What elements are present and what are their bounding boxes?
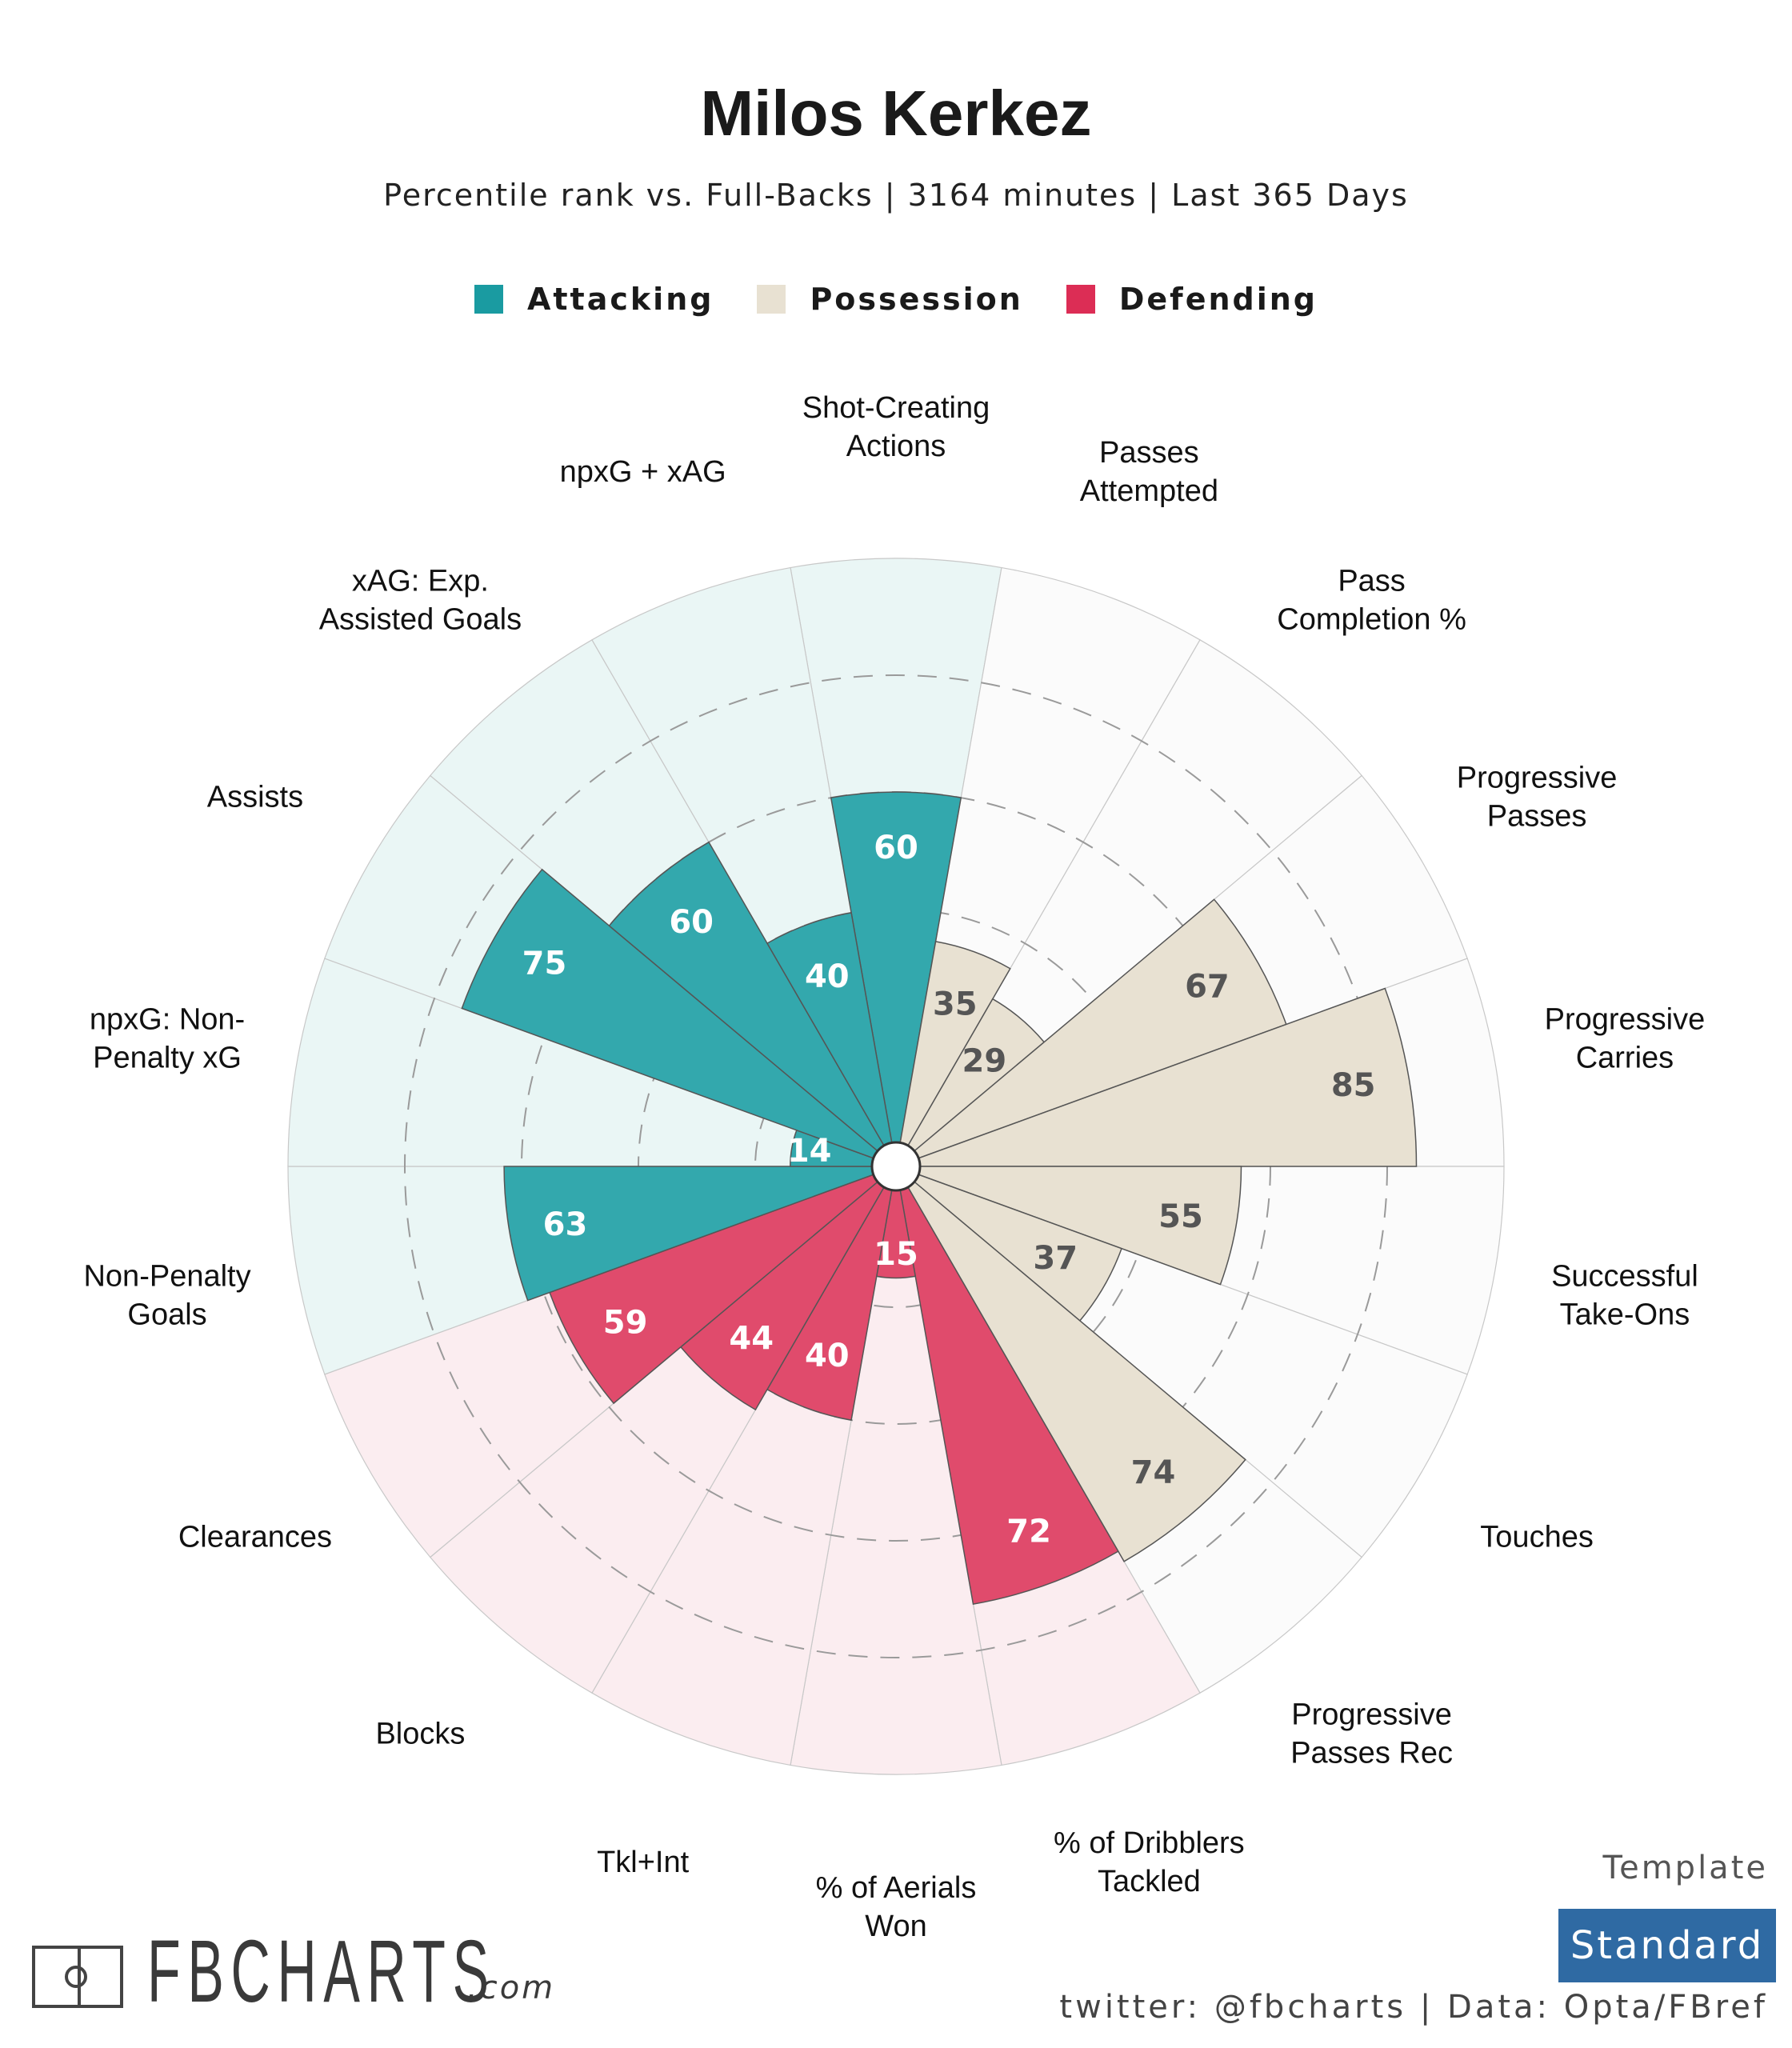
logo-suffix: .com [467,1970,556,2006]
value-label-of-dribblers-tackled: 72 [1006,1513,1051,1550]
value-label-progressive-carries: 85 [1331,1067,1376,1104]
axis-label-npxg-non-penalty-xg: npxG: Non-Penalty xG [90,1002,245,1074]
value-label-passes-attempted: 35 [933,986,978,1022]
value-label-npxg-xag: 40 [805,958,850,995]
legend-item-attacking: Attacking [474,282,714,317]
axis-label-npxg-xag: npxG + xAG [560,455,726,489]
legend: Attacking Possession Defending [0,282,1792,317]
pitch-icon [32,1946,123,2008]
value-label-assists: 75 [522,945,567,982]
value-label-tkl-int: 40 [805,1338,850,1374]
value-label-progressive-passes: 67 [1185,968,1230,1005]
value-label-successful-take-ons: 55 [1158,1198,1203,1235]
axis-label-of-aerials-won: % of Aerials Won [816,1871,977,1943]
legend-swatch-attacking [474,285,503,314]
fbcharts-logo: FBCHARTS .com [32,1922,556,2021]
template-badge: Standard [1558,1909,1776,1982]
axis-label-successful-take-ons: Successful Take-Ons [1551,1260,1698,1332]
value-label-touches: 37 [1033,1240,1078,1277]
axis-label-passes-attempted: Passes Attempted [1080,436,1218,508]
axis-label-shot-creating-actions: Shot-Creating Actions [802,391,990,463]
axis-label-xag-exp-assisted-goals: xAG: Exp. Assisted Goals [319,564,522,636]
legend-label-possession: Possession [810,282,1023,317]
axis-label-pass-completion: Pass Completion % [1277,564,1466,636]
legend-label-defending: Defending [1118,282,1318,317]
value-label-shot-creating-actions: 60 [874,830,918,866]
axis-label-assists: Assists [207,781,303,814]
axis-label-progressive-passes: Progressive Passes [1457,762,1618,834]
legend-item-defending: Defending [1066,282,1318,317]
legend-item-possession: Possession [757,282,1022,317]
axis-label-progressive-passes-rec: Progressive Passes Rec [1290,1698,1453,1770]
axis-label-progressive-carries: Progressive Carries [1545,1002,1706,1074]
value-label-pass-completion: 29 [962,1042,1007,1079]
legend-swatch-possession [757,285,786,314]
axis-label-touches: Touches [1480,1521,1594,1554]
legend-swatch-defending [1066,285,1095,314]
value-label-clearances: 59 [603,1304,648,1341]
axis-label-clearances: Clearances [178,1521,332,1554]
template-label: Template [1602,1850,1768,1886]
value-label-npxg-non-penalty-xg: 14 [787,1133,832,1170]
axis-label-tkl-int: Tkl+Int [597,1846,690,1879]
value-label-progressive-passes-rec: 74 [1131,1454,1176,1491]
value-label-of-aerials-won: 15 [874,1236,918,1273]
chart-subtitle: Percentile rank vs. Full-Backs | 3164 mi… [383,178,1409,213]
axis-label-blocks: Blocks [375,1718,465,1751]
legend-label-attacking: Attacking [526,282,714,317]
chart-title: Milos Kerkez [700,78,1092,149]
value-label-non-penalty-goals: 63 [543,1206,588,1243]
value-label-blocks: 44 [729,1320,774,1357]
axis-label-of-dribblers-tackled: % of Dribblers Tackled [1054,1826,1245,1898]
axis-label-non-penalty-goals: Non-Penalty Goals [83,1260,250,1332]
value-label-xag-exp-assisted-goals: 60 [669,904,714,941]
center-hole [870,1141,922,1192]
footer-credits: twitter: @fbcharts | Data: Opta/FBref [1059,1989,1768,2026]
logo-text: FBCHARTS [147,1922,496,2021]
